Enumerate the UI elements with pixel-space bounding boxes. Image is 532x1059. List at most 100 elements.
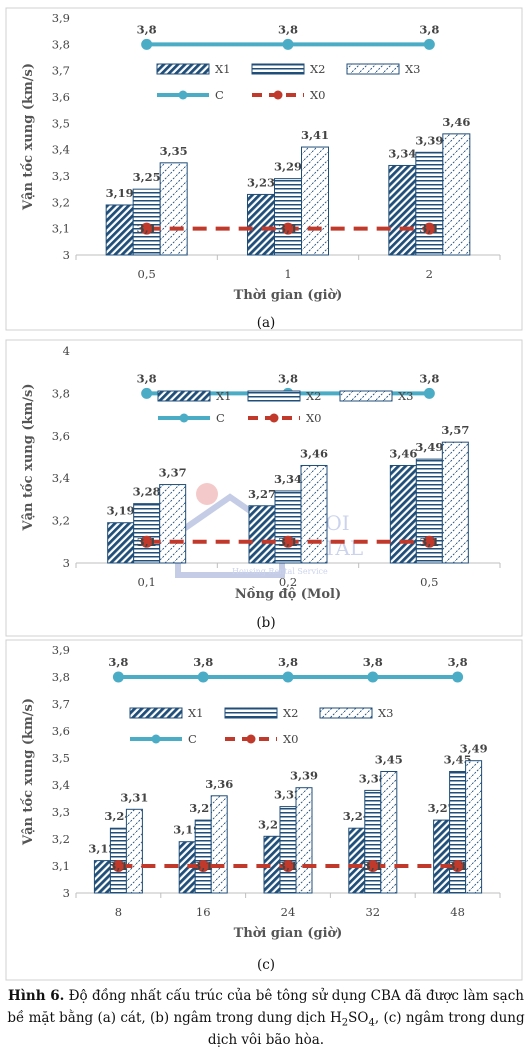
x-axis-title: Thời gian (giờ) bbox=[234, 926, 343, 941]
bar-x2 bbox=[449, 771, 467, 894]
legend-label-x0: X0 bbox=[306, 411, 322, 425]
data-label-x3: 3,37 bbox=[159, 466, 187, 480]
data-label-x3: 3,45 bbox=[375, 753, 403, 767]
x-tick-label: 2 bbox=[426, 267, 433, 281]
y-tick-label: 3,9 bbox=[52, 643, 70, 657]
data-label-x2: 3,28 bbox=[133, 485, 161, 499]
point-c bbox=[367, 671, 379, 683]
legend-swatch-x3 bbox=[319, 707, 373, 719]
data-label-x3: 3,46 bbox=[442, 115, 470, 129]
y-tick-label: 3,9 bbox=[52, 11, 70, 25]
chart-panel-1: 3 3,1 3,2 3,3 3,4 3,5 3,6 3,7 3,8 3,9 0,5 1 2 Thời gi… bbox=[5, 7, 523, 331]
legend-label-x2: X2 bbox=[310, 62, 326, 76]
data-label-x0: 3,1 bbox=[419, 222, 439, 236]
x-tick-label: 16 bbox=[196, 905, 211, 919]
data-label-x1: 3,24 bbox=[343, 809, 371, 823]
point-c bbox=[282, 38, 294, 50]
bar-x3 bbox=[300, 464, 328, 564]
data-label-c: 3,8 bbox=[278, 655, 298, 669]
data-label-x3: 3,49 bbox=[460, 742, 488, 756]
legend-label-x1: X1 bbox=[215, 62, 231, 76]
legend-swatch-x2 bbox=[251, 63, 305, 75]
y-tick-label: 3,7 bbox=[52, 64, 70, 78]
y-tick-label: 3,2 bbox=[52, 514, 70, 528]
data-label-x3: 3,35 bbox=[160, 144, 188, 158]
data-label-x2: 3,25 bbox=[133, 170, 161, 184]
data-label-c: 3,8 bbox=[193, 655, 213, 669]
chart-panel-3: 3 3,1 3,2 3,3 3,4 3,5 3,6 3,7 3,8 3,9 8 16 24 32 48 Thờ… bbox=[5, 639, 523, 981]
data-label-x0: 3,1 bbox=[448, 859, 468, 873]
bar-x2 bbox=[194, 819, 212, 894]
point-x0 bbox=[282, 222, 294, 235]
data-label-x2: 3,38 bbox=[359, 771, 387, 785]
chart-frame bbox=[5, 339, 523, 637]
data-label-c: 3,8 bbox=[108, 655, 128, 669]
y-tick-label: 3,6 bbox=[52, 724, 70, 738]
data-label-x1: 3,12 bbox=[88, 842, 116, 856]
point-c bbox=[452, 671, 464, 683]
data-label-x0: 3,1 bbox=[278, 535, 298, 549]
data-label-x1: 3,27 bbox=[248, 487, 276, 501]
y-tick-label: 3,3 bbox=[52, 169, 70, 183]
bar-x1 bbox=[105, 204, 134, 256]
point-c bbox=[282, 671, 294, 683]
x-tick-label: 0,5 bbox=[138, 267, 156, 281]
legend-swatch-x3 bbox=[339, 390, 393, 402]
legend-label-x3: X3 bbox=[378, 706, 394, 720]
caption-sub-4: 4 bbox=[368, 1017, 375, 1029]
legend-swatch-x2 bbox=[224, 707, 278, 719]
y-tick-label: 3,8 bbox=[52, 386, 70, 400]
data-label-c: 3,8 bbox=[137, 22, 157, 36]
y-tick-label: 3,4 bbox=[52, 143, 70, 157]
bar-x3 bbox=[380, 771, 398, 894]
point-c bbox=[141, 38, 153, 50]
bar-x3 bbox=[442, 133, 471, 256]
legend-marker-x0 bbox=[246, 734, 256, 744]
legend-label-x3: X3 bbox=[405, 62, 421, 76]
x-tick-label: 24 bbox=[281, 905, 296, 919]
legend-swatch-x3 bbox=[346, 63, 400, 75]
y-tick-label: 3,6 bbox=[52, 90, 70, 104]
data-label-c: 3,8 bbox=[278, 371, 298, 385]
legend-swatch-x1 bbox=[156, 63, 210, 75]
watermark-dot bbox=[196, 483, 218, 505]
data-label-x0: 3,1 bbox=[137, 222, 157, 236]
bar-x1 bbox=[388, 164, 417, 256]
data-label-x2: 3,32 bbox=[274, 788, 302, 802]
y-tick-label: 3,5 bbox=[52, 751, 70, 765]
data-label-x1: 3,19 bbox=[106, 186, 134, 200]
data-label-c: 3,8 bbox=[137, 371, 157, 385]
data-label-x3: 3,39 bbox=[290, 769, 318, 783]
y-tick-label: 3,4 bbox=[52, 471, 70, 485]
x-tick-label: 8 bbox=[115, 905, 122, 919]
point-x0 bbox=[140, 222, 153, 235]
data-label-x0: 3,1 bbox=[278, 859, 298, 873]
data-label-x2: 3,49 bbox=[415, 440, 443, 454]
caption-text-1: Độ đồng nhất cấu trúc của bê tông sử dụn… bbox=[7, 988, 524, 1026]
y-tick-label: 3,8 bbox=[52, 670, 70, 684]
figure-caption: Hình 6. Độ đồng nhất cấu trúc của bê tôn… bbox=[0, 985, 532, 1051]
bar-x3 bbox=[465, 760, 483, 894]
y-tick-label: 3,1 bbox=[52, 222, 70, 236]
point-c bbox=[197, 671, 209, 683]
legend-label-x1: X1 bbox=[188, 706, 204, 720]
data-label-x3: 3,36 bbox=[205, 777, 233, 791]
chart-frame bbox=[5, 639, 523, 981]
legend-label-x0: X0 bbox=[310, 88, 326, 102]
point-x0 bbox=[282, 860, 294, 872]
point-c bbox=[423, 387, 435, 399]
x-tick-label: 0,1 bbox=[138, 575, 156, 589]
point-x0 bbox=[366, 860, 379, 872]
bar-x2 bbox=[274, 178, 302, 256]
data-label-x1: 3,21 bbox=[258, 817, 286, 831]
data-label-x3: 3,41 bbox=[301, 128, 329, 142]
data-label-x0: 3,1 bbox=[278, 222, 298, 236]
point-c bbox=[112, 671, 124, 683]
data-label-x1: 3,46 bbox=[389, 446, 417, 460]
y-axis-title: Vận tốc xung (km/s) bbox=[20, 63, 36, 211]
legend-swatch-x1 bbox=[129, 707, 183, 719]
y-tick-label: 3,2 bbox=[52, 832, 70, 846]
y-tick-label: 3,1 bbox=[52, 859, 70, 873]
legend-marker-x0 bbox=[269, 413, 279, 423]
bar-x1 bbox=[389, 464, 417, 564]
